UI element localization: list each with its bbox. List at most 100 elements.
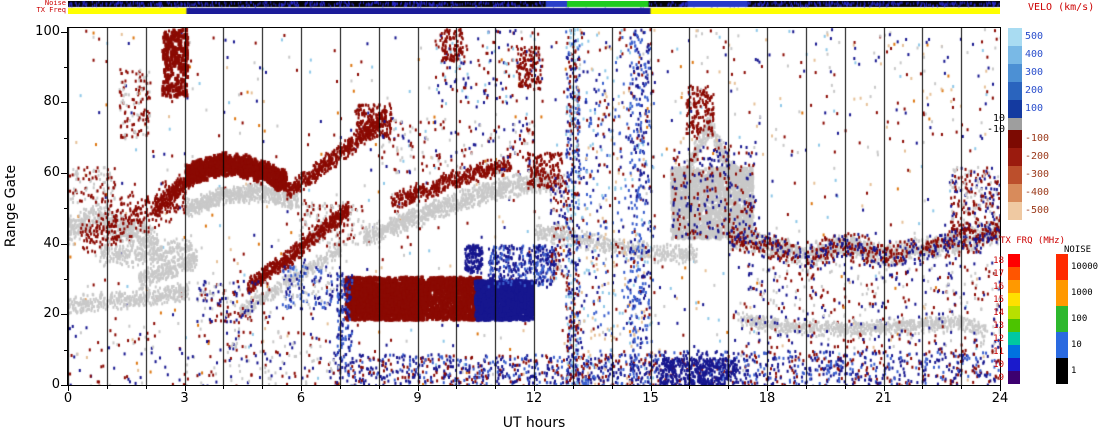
noise-colorbar-label: 1000 xyxy=(1071,288,1093,298)
y-tick-mark xyxy=(61,243,67,245)
x-minor-tick-mark xyxy=(572,386,574,389)
velocity-colorbar-label: 500 xyxy=(1025,31,1044,42)
noise-colorbar-segment xyxy=(1056,306,1068,332)
velocity-colorbar-segment xyxy=(1008,166,1022,184)
velocity-colorbar-zero-label: -10 xyxy=(986,124,1005,135)
x-minor-tick-mark xyxy=(689,386,691,389)
txfreq-colorbar-label: 12 xyxy=(993,334,1004,344)
y-tick-mark xyxy=(61,102,67,104)
y-axis-title: Range Gate xyxy=(3,164,19,248)
x-minor-tick-mark xyxy=(262,386,264,389)
x-minor-tick-mark xyxy=(961,386,963,389)
plot-frame xyxy=(67,27,1001,386)
x-tick-mark xyxy=(184,386,186,391)
velocity-colorbar-label: 300 xyxy=(1025,67,1044,78)
txfreq-strip-label: TX Freq xyxy=(36,6,66,14)
x-tick-label: 9 xyxy=(413,391,422,406)
txfreq-colorbar-label: 18 xyxy=(993,256,1004,266)
noise-colorbar-segment xyxy=(1056,254,1068,280)
x-minor-tick-mark xyxy=(922,386,924,389)
txfreq-colorbar-segment xyxy=(1008,293,1020,306)
x-tick-label: 15 xyxy=(642,391,659,406)
x-tick-mark xyxy=(534,386,535,391)
x-tick-mark xyxy=(301,386,302,391)
x-tick-label: 0 xyxy=(63,391,73,406)
txfreq-colorbar-title: TX FRQ (MHz) xyxy=(1000,236,1066,246)
txfreq-colorbar-segment xyxy=(1008,332,1020,345)
velocity-colorbar-segment xyxy=(1008,184,1022,202)
y-tick-label: 40 xyxy=(43,235,60,251)
y-tick-mark xyxy=(61,385,67,386)
velocity-colorbar-label: 200 xyxy=(1025,85,1044,96)
velocity-colorbar-label: -100 xyxy=(1025,133,1050,144)
txfreq-colorbar-segment xyxy=(1008,267,1020,280)
y-minor-tick-mark xyxy=(64,208,67,210)
noise-colorbar-segment xyxy=(1056,332,1068,358)
txfreq-colorbar-label: 15 xyxy=(993,295,1004,305)
txfreq-colorbar-segment xyxy=(1008,306,1020,319)
y-tick-mark xyxy=(61,314,67,316)
x-tick-label: 18 xyxy=(758,391,776,406)
x-tick-mark xyxy=(767,386,768,391)
y-tick-label: 100 xyxy=(35,23,60,39)
x-tick-mark xyxy=(68,386,69,391)
x-tick-label: 12 xyxy=(525,391,543,406)
noise-colorbar-label: 10 xyxy=(1071,340,1082,350)
x-minor-tick-mark xyxy=(145,386,147,389)
velocity-colorbar-title: VELO (km/s) xyxy=(1028,2,1095,13)
noise-colorbar-label: 1 xyxy=(1071,366,1077,376)
x-tick-mark xyxy=(650,386,652,391)
velocity-colorbar-segment xyxy=(1008,82,1022,100)
y-tick-mark xyxy=(61,172,67,174)
txfreq-colorbar-label: 11 xyxy=(993,347,1004,357)
noise-colorbar-segment xyxy=(1056,358,1068,384)
x-minor-tick-mark xyxy=(456,386,458,389)
x-minor-tick-mark xyxy=(106,386,108,389)
x-minor-tick-mark xyxy=(844,386,846,389)
velocity-colorbar-label: 400 xyxy=(1025,49,1044,60)
velocity-colorbar-segment xyxy=(1008,130,1022,148)
noise-txfreq-strip-canvas xyxy=(68,1,1000,14)
y-minor-tick-mark xyxy=(64,66,67,68)
range-time-velocity-canvas xyxy=(68,28,1000,385)
x-minor-tick-mark xyxy=(805,386,807,389)
txfreq-colorbar-segment xyxy=(1008,358,1020,371)
x-tick-mark xyxy=(883,386,885,391)
x-tick-label: 24 xyxy=(991,391,1009,406)
y-tick-label: 20 xyxy=(43,306,60,322)
velocity-colorbar-segment xyxy=(1008,148,1022,166)
x-tick-mark xyxy=(417,386,419,391)
x-minor-tick-mark xyxy=(728,386,730,389)
txfreq-colorbar-label: 14 xyxy=(993,308,1004,318)
x-minor-tick-mark xyxy=(339,386,341,389)
txfreq-colorbar-label: 13 xyxy=(993,321,1004,331)
y-minor-tick-mark xyxy=(64,349,67,351)
txfreq-colorbar-segment xyxy=(1008,371,1020,384)
y-minor-tick-mark xyxy=(64,278,67,280)
velocity-colorbar-segment xyxy=(1008,64,1022,82)
txfreq-colorbar-label: 10 xyxy=(993,360,1004,370)
x-tick-label: 6 xyxy=(296,391,306,406)
x-minor-tick-mark xyxy=(611,386,613,389)
velocity-colorbar-label: -500 xyxy=(1025,205,1050,216)
velocity-colorbar-zero-segment xyxy=(1008,118,1022,130)
velocity-colorbar-segment xyxy=(1008,28,1022,46)
x-tick-label: 3 xyxy=(180,391,189,406)
velocity-colorbar-label: -300 xyxy=(1025,169,1050,180)
noise-colorbar-label: 100 xyxy=(1071,314,1088,324)
txfreq-colorbar-label: 17 xyxy=(993,269,1004,279)
velocity-colorbar-segment xyxy=(1008,202,1022,220)
velocity-colorbar-zero-label: 10 xyxy=(992,113,1005,124)
velocity-colorbar-segment xyxy=(1008,100,1022,118)
noise-colorbar-title: NOISE xyxy=(1064,245,1092,255)
y-tick-label: 0 xyxy=(51,377,60,392)
noise-colorbar-label: 10000 xyxy=(1071,262,1099,272)
y-tick-label: 80 xyxy=(43,94,60,110)
txfreq-colorbar-segment xyxy=(1008,319,1020,332)
x-axis-title: UT hours xyxy=(502,415,566,431)
x-minor-tick-mark xyxy=(378,386,380,389)
velocity-colorbar-label: -200 xyxy=(1025,151,1050,162)
noise-strip-label: Noise xyxy=(44,0,66,7)
x-minor-tick-mark xyxy=(223,386,225,389)
